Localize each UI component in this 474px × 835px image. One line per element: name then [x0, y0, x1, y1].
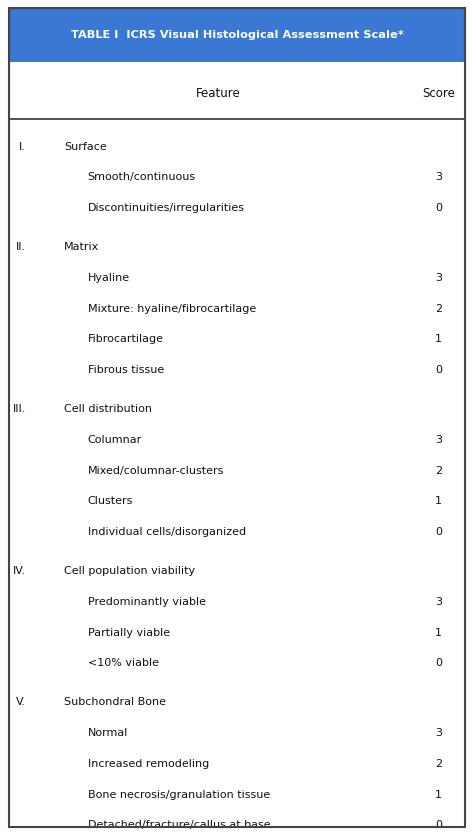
Text: 2: 2 [435, 759, 442, 768]
Text: Score: Score [422, 87, 455, 100]
Text: Columnar: Columnar [88, 435, 142, 444]
Text: Fibrocartilage: Fibrocartilage [88, 335, 164, 344]
Text: Matrix: Matrix [64, 242, 99, 251]
Text: Partially viable: Partially viable [88, 628, 170, 637]
Bar [9, 8, 465, 62]
Text: Hyaline: Hyaline [88, 273, 130, 282]
Text: 1: 1 [435, 335, 442, 344]
Text: Subchondral Bone: Subchondral Bone [64, 697, 166, 706]
Text: Clusters: Clusters [88, 497, 133, 506]
Text: Feature: Feature [196, 87, 240, 100]
Text: <10% viable: <10% viable [88, 659, 159, 668]
Text: TABLE I  ICRS Visual Histological Assessment Scale*: TABLE I ICRS Visual Histological Assessm… [71, 30, 403, 40]
Text: III.: III. [13, 404, 26, 413]
Text: 3: 3 [435, 173, 442, 182]
Text: 2: 2 [435, 304, 442, 313]
Text: Cell population viability: Cell population viability [64, 566, 195, 575]
Text: Surface: Surface [64, 142, 107, 151]
Text: 0: 0 [435, 528, 442, 537]
Text: 1: 1 [435, 497, 442, 506]
Text: 0: 0 [435, 659, 442, 668]
Text: 2: 2 [435, 466, 442, 475]
Text: Smooth/continuous: Smooth/continuous [88, 173, 196, 182]
Text: Increased remodeling: Increased remodeling [88, 759, 209, 768]
Text: Individual cells/disorganized: Individual cells/disorganized [88, 528, 246, 537]
Text: Cell distribution: Cell distribution [64, 404, 152, 413]
Text: Bone necrosis/granulation tissue: Bone necrosis/granulation tissue [88, 790, 270, 799]
Text: Fibrous tissue: Fibrous tissue [88, 366, 164, 375]
Text: Mixed/columnar-clusters: Mixed/columnar-clusters [88, 466, 224, 475]
Text: Discontinuities/irregularities: Discontinuities/irregularities [88, 204, 245, 213]
Text: V.: V. [16, 697, 26, 706]
Text: IV.: IV. [13, 566, 26, 575]
Text: 3: 3 [435, 728, 442, 737]
Text: Normal: Normal [88, 728, 128, 737]
Text: Mixture: hyaline/fibrocartilage: Mixture: hyaline/fibrocartilage [88, 304, 256, 313]
Text: I.: I. [19, 142, 26, 151]
Text: 1: 1 [435, 790, 442, 799]
Text: Predominantly viable: Predominantly viable [88, 597, 206, 606]
Text: Detached/fracture/callus at base: Detached/fracture/callus at base [88, 821, 270, 830]
Text: 3: 3 [435, 435, 442, 444]
Text: II.: II. [16, 242, 26, 251]
Text: 0: 0 [435, 366, 442, 375]
Text: 3: 3 [435, 273, 442, 282]
Text: 3: 3 [435, 597, 442, 606]
Text: 1: 1 [435, 628, 442, 637]
Text: 0: 0 [435, 821, 442, 830]
Text: 0: 0 [435, 204, 442, 213]
